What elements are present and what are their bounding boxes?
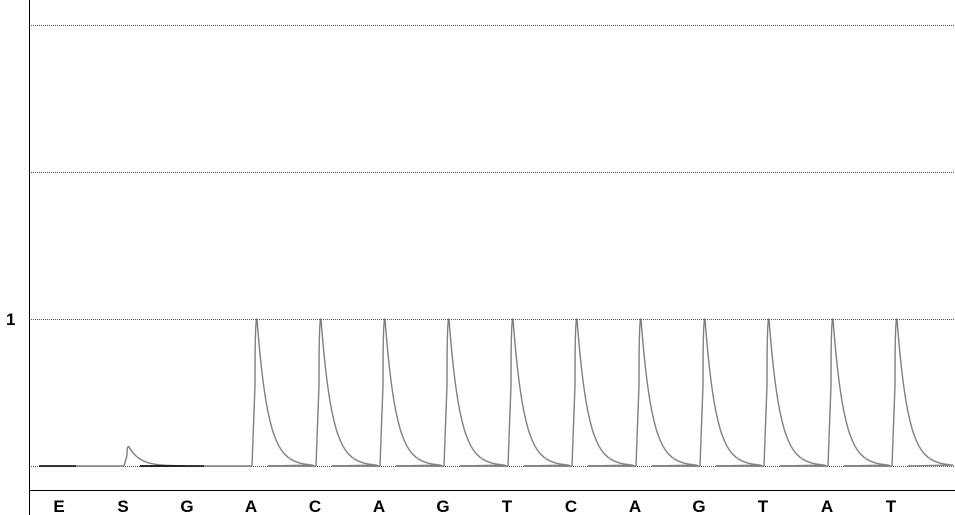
peak-1-S — [76, 445, 186, 467]
peak-12-A — [780, 318, 890, 467]
peak-13-T — [844, 318, 954, 467]
y-tick-labels: 1 — [6, 310, 15, 329]
peak-3-A — [204, 318, 314, 467]
peak-10-G — [652, 318, 762, 467]
peak-6-G — [396, 318, 506, 467]
x-category-label-11: T — [758, 497, 769, 515]
x-category-label-0: E — [53, 497, 64, 515]
x-category-label-2: G — [180, 497, 193, 515]
x-category-label-12: A — [821, 497, 833, 515]
peak-4-C — [268, 318, 378, 467]
axes — [29, 0, 955, 515]
x-category-label-4: C — [309, 497, 321, 515]
gridlines — [29, 25, 955, 467]
x-category-label-5: A — [373, 497, 385, 515]
peak-7-T — [460, 318, 570, 467]
x-category-label-10: G — [692, 497, 705, 515]
peak-9-A — [588, 318, 698, 467]
x-category-label-8: C — [565, 497, 577, 515]
peak-8-C — [524, 318, 634, 467]
x-category-label-7: T — [502, 497, 513, 515]
x-category-label-3: A — [245, 497, 257, 515]
trace-layer — [39, 318, 954, 467]
y-tick-label-1: 1 — [6, 310, 15, 329]
x-category-label-9: A — [629, 497, 641, 515]
peak-5-A — [332, 318, 442, 467]
x-category-label-13: T — [886, 497, 897, 515]
x-category-label-6: G — [436, 497, 449, 515]
x-category-label-1: S — [117, 497, 128, 515]
peak-11-T — [716, 318, 826, 467]
